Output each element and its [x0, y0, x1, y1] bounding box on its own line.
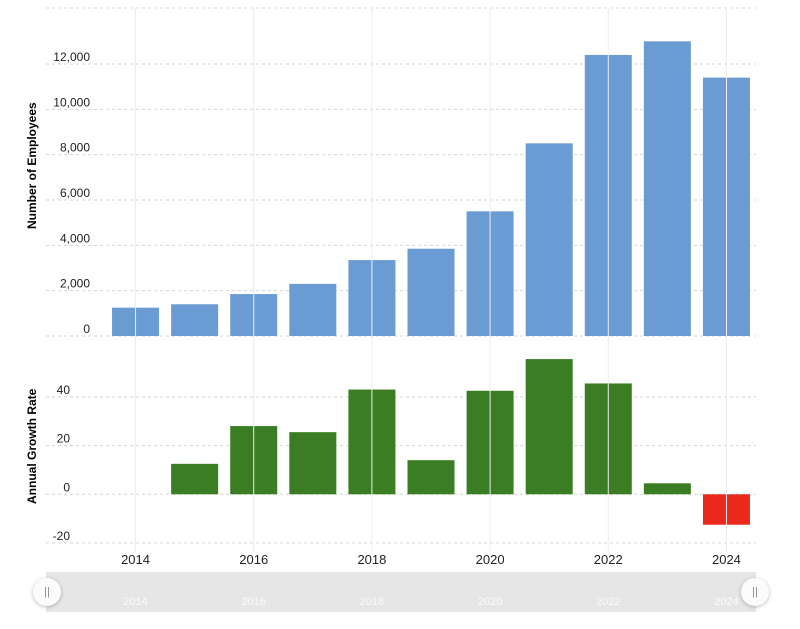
growth-bar	[171, 463, 219, 495]
y-tick-label: 40	[57, 383, 71, 397]
range-navigator[interactable]: 2014 2016 2018 2020 2022 2024	[46, 572, 756, 612]
growth-panel: -20 0 20 40	[46, 359, 756, 544]
navigator-tick-label: 2024	[714, 596, 739, 608]
navigator-tick-label: 2020	[477, 596, 503, 608]
growth-bar	[643, 483, 691, 495]
y-tick-label: 0	[83, 322, 90, 336]
employee-bar	[525, 143, 573, 336]
growth-bar	[525, 359, 573, 495]
y-tick-label: 10,000	[53, 95, 90, 109]
x-tick-label: 2014	[121, 552, 150, 567]
employee-bar	[407, 248, 455, 336]
x-tick-label: 2022	[594, 552, 623, 567]
x-tick-label: 2016	[239, 552, 268, 567]
y-tick-label: 20	[57, 432, 71, 446]
y-tick-label: 12,000	[53, 50, 90, 64]
y-tick-label: 0	[63, 480, 70, 494]
employees-axis-title: Number of Employees	[25, 102, 39, 229]
navigator-tick-label: 2022	[596, 596, 621, 608]
y-tick-label: 8,000	[60, 141, 90, 155]
x-tick-label: 2024	[712, 552, 741, 567]
navigator-tick-label: 2018	[359, 596, 385, 608]
growth-axis-title: Annual Growth Rate	[25, 388, 39, 504]
x-tick-label: 2018	[357, 552, 386, 567]
growth-bar	[289, 432, 337, 495]
y-tick-label: -20	[53, 529, 71, 543]
employee-bar	[643, 41, 691, 336]
x-tick-label: 2020	[476, 552, 505, 567]
navigator-tick-label: 2016	[241, 596, 266, 608]
y-tick-label: 4,000	[60, 231, 90, 245]
growth-bar	[407, 460, 455, 495]
navigator-tick-label: 2014	[123, 596, 148, 608]
y-tick-label: 6,000	[60, 186, 90, 200]
navigator-right-handle[interactable]: ||	[741, 578, 769, 606]
x-axis: 2014 2016 2018 2020 2022 2024	[121, 8, 741, 567]
y-tick-label: 2,000	[60, 277, 90, 291]
employee-bar	[289, 283, 337, 336]
employee-bar	[171, 304, 219, 336]
employees-panel: 0 2,000 4,000 6,000 8,000 10,000 12,000	[46, 7, 756, 337]
navigator-left-handle[interactable]: ||	[33, 578, 61, 606]
